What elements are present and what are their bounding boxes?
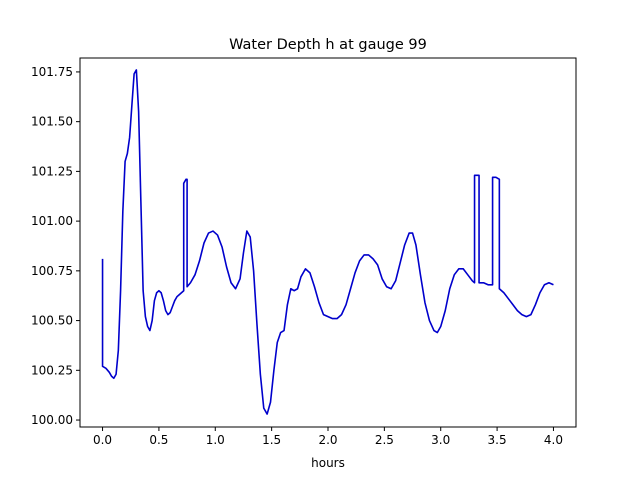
- x-tick-label: 1.5: [262, 433, 281, 447]
- y-tick-label: 101.75: [31, 65, 73, 79]
- series-line: [101, 69, 554, 415]
- y-tick-label: 101.00: [31, 214, 73, 228]
- y-tick-label: 100.25: [31, 363, 73, 377]
- x-tick-label: 3.5: [488, 433, 507, 447]
- x-tick-label: 0.5: [149, 433, 168, 447]
- y-tick-label: 101.25: [31, 164, 73, 178]
- x-tick-label: 4.0: [544, 433, 563, 447]
- x-axis-label: hours: [311, 456, 345, 470]
- x-tick-label: 2.5: [375, 433, 394, 447]
- y-tick-label: 100.00: [31, 413, 73, 427]
- plot-frame: [79, 57, 577, 428]
- x-tick-label: 3.0: [431, 433, 450, 447]
- x-tick-label: 2.0: [318, 433, 337, 447]
- y-tick-label: 100.75: [31, 264, 73, 278]
- y-axis: 100.00 100.25 100.50 100.75 101.00 101.25 101.…: [31, 65, 80, 427]
- chart-title: Water Depth h at gauge 99: [229, 37, 427, 53]
- y-tick-label: 101.50: [31, 115, 73, 129]
- x-tick-label: 0.0: [93, 433, 112, 447]
- x-tick-label: 1.0: [206, 433, 225, 447]
- x-axis: 0.0 0.5 1.0 1.5 2.0 2.5 3.0 3.5 4.0: [93, 427, 563, 447]
- y-tick-label: 100.50: [31, 314, 73, 328]
- plot-area: [101, 69, 554, 415]
